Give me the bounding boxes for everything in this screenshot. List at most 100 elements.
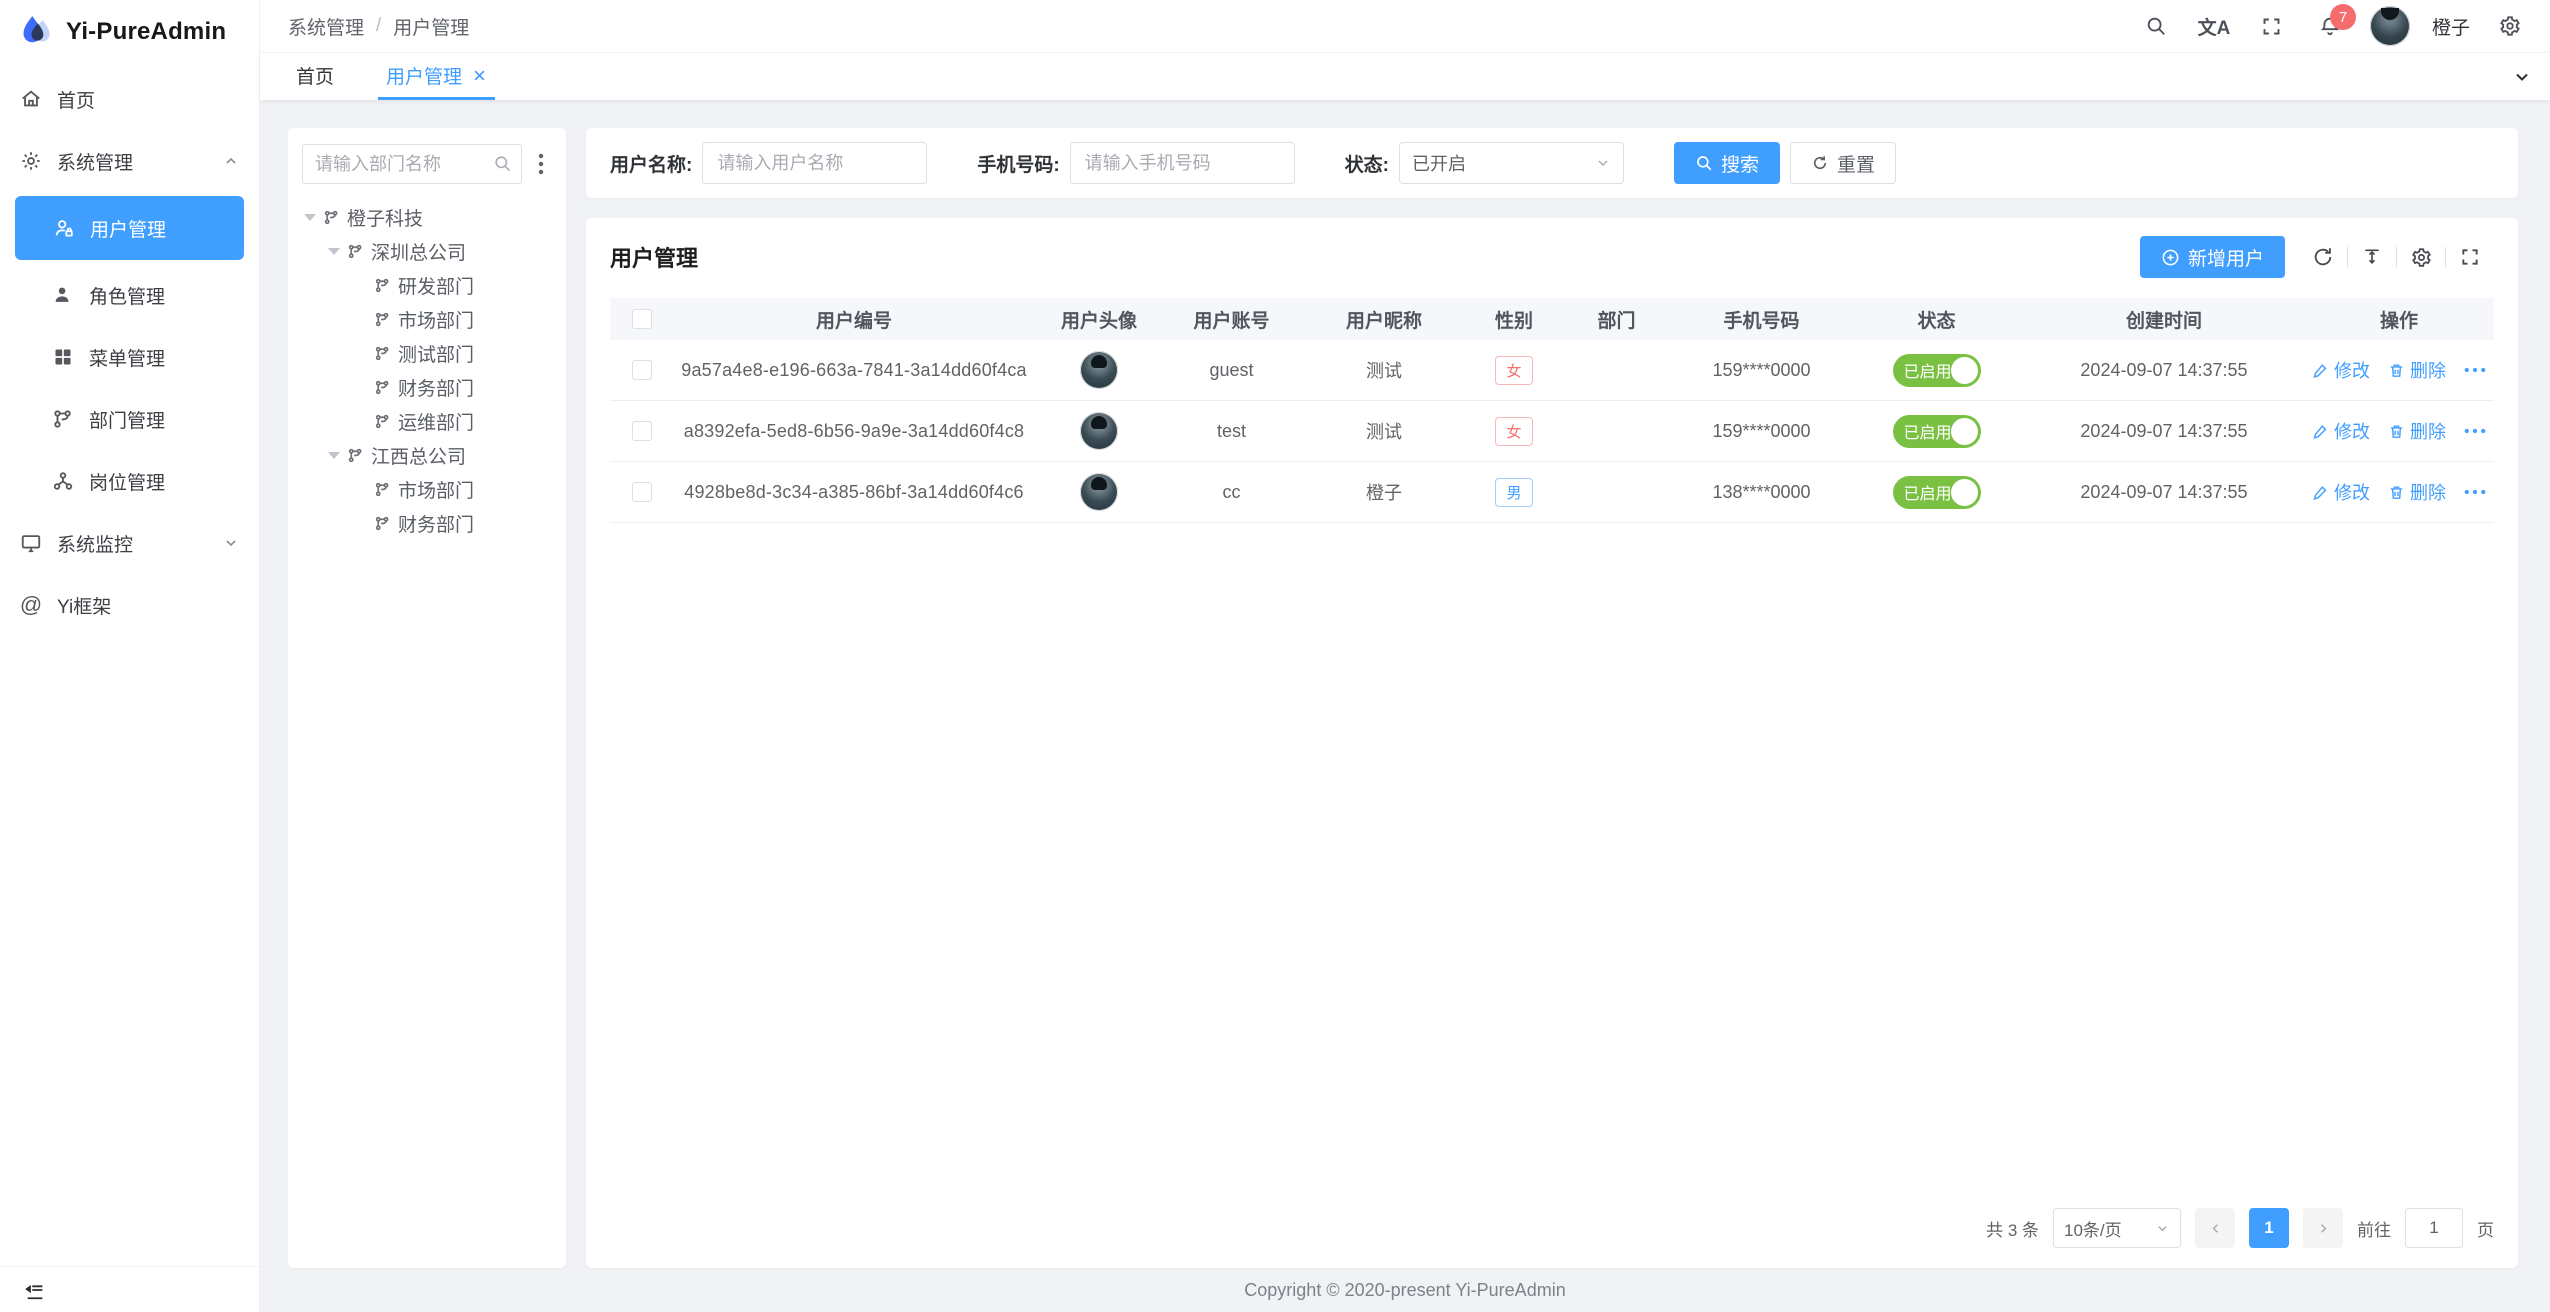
username-input[interactable] (702, 142, 928, 184)
avatar[interactable] (2369, 6, 2410, 46)
row-checkbox[interactable] (632, 482, 652, 502)
dept-tree-panel: 橙子科技 深圳总公司 研发部门 市场部门 (288, 128, 566, 1268)
sidebar-item-yi-framework[interactable]: @ Yi框架 (0, 574, 259, 636)
sidebar-item-system-monitor[interactable]: 系统监控 (0, 512, 259, 574)
status-toggle[interactable]: 已启用 (1892, 475, 1981, 509)
add-user-button[interactable]: 新增用户 (2139, 236, 2285, 278)
created-time: 2024-09-07 14:37:55 (2080, 359, 2248, 380)
page-size-select[interactable]: 10条/页 (2053, 1208, 2181, 1248)
department-icon (374, 481, 391, 498)
col-header: 创建时间 (2125, 310, 2202, 332)
refresh-icon (1811, 154, 1829, 172)
caret-down-icon[interactable] (304, 213, 316, 221)
status-select-value: 已开启 (1411, 154, 1466, 174)
settings-gear-icon[interactable] (2492, 8, 2528, 44)
bell-icon[interactable]: 7 (2312, 4, 2356, 44)
logo[interactable]: Yi-PureAdmin (0, 0, 259, 64)
delete-button[interactable]: 删除 (2388, 357, 2446, 383)
prev-page-button[interactable] (2195, 1208, 2235, 1248)
sidebar-nav: 首页 系统管理 用户管理 角色 (0, 64, 259, 1266)
topbar: 系统管理 / 用户管理 文A 7 橙子 (260, 0, 2550, 52)
dept-search-input[interactable] (302, 144, 522, 184)
edit-button[interactable]: 修改 (2312, 418, 2370, 444)
sidebar-item-post-mgmt[interactable]: 岗位管理 (0, 450, 259, 512)
sidebar-item-user-mgmt[interactable]: 用户管理 (15, 196, 244, 260)
reset-button[interactable]: 重置 (1790, 142, 1897, 184)
breadcrumb-item[interactable]: 系统管理 (288, 17, 365, 39)
tree-node[interactable]: 市场部门 (302, 472, 552, 506)
page-number-button[interactable]: 1 (2249, 1208, 2289, 1248)
tree-node[interactable]: 橙子科技 (302, 200, 552, 234)
toggle-knob (1950, 417, 1978, 445)
search-icon[interactable] (2138, 8, 2174, 44)
tree-node[interactable]: 运维部门 (302, 404, 552, 438)
translate-icon[interactable]: 文A (2197, 17, 2231, 39)
row-density-icon[interactable] (2361, 246, 2383, 268)
more-actions-icon[interactable] (2464, 489, 2486, 495)
tree-node[interactable]: 市场部门 (302, 302, 552, 336)
table-toolbar: 新增用户 (2139, 236, 2494, 278)
status-select[interactable]: 已开启 (1398, 142, 1624, 184)
tree-node[interactable]: 研发部门 (302, 268, 552, 302)
col-header: 用户账号 (1193, 310, 1270, 332)
sidebar-item-dept-mgmt[interactable]: 部门管理 (0, 388, 259, 450)
caret-down-icon[interactable] (328, 247, 340, 255)
edit-button[interactable]: 修改 (2312, 479, 2370, 505)
goto-page-input[interactable] (2405, 1208, 2463, 1248)
tree-node[interactable]: 测试部门 (302, 336, 552, 370)
filter-username-label: 用户名称: (610, 154, 693, 176)
more-actions-icon[interactable] (2464, 367, 2486, 373)
row-checkbox[interactable] (632, 421, 652, 441)
tree-node-label: 运维部门 (398, 412, 475, 434)
next-page-button[interactable] (2303, 1208, 2343, 1248)
user-avatar (1080, 351, 1118, 389)
row-checkbox[interactable] (632, 360, 652, 380)
tree-node[interactable]: 财务部门 (302, 370, 552, 404)
tree-node-label: 财务部门 (398, 378, 475, 400)
col-header: 用户头像 (1060, 310, 1137, 332)
column-settings-gear-icon[interactable] (2410, 246, 2432, 268)
user-account: test (1216, 420, 1246, 441)
tree-node-label: 测试部门 (398, 344, 475, 366)
user-avatar (1080, 473, 1118, 511)
topbar-actions: 文A 7 橙子 (2138, 4, 2528, 46)
sidebar-item-role-mgmt[interactable]: 角色管理 (0, 264, 259, 326)
edit-button[interactable]: 修改 (2312, 357, 2370, 383)
caret-down-icon[interactable] (328, 451, 340, 459)
delete-button[interactable]: 删除 (2388, 418, 2446, 444)
tree-node[interactable]: 江西总公司 (302, 438, 552, 472)
tree-node[interactable]: 深圳总公司 (302, 234, 552, 268)
collapse-sidebar-icon[interactable] (24, 1279, 46, 1301)
search-button[interactable]: 搜索 (1673, 142, 1780, 184)
tree-more-options-icon[interactable] (530, 152, 552, 176)
page-unit-label: 页 (2477, 1220, 2494, 1240)
close-tab-icon[interactable] (472, 68, 487, 83)
status-toggle[interactable]: 已启用 (1892, 353, 1981, 387)
col-header: 操作 (2379, 310, 2418, 332)
delete-button[interactable]: 删除 (2388, 479, 2446, 505)
chevron-down-icon (2155, 1221, 2170, 1236)
col-header: 用户编号 (815, 310, 892, 332)
sidebar-item-home[interactable]: 首页 (0, 68, 259, 130)
search-icon (1695, 154, 1713, 172)
tree-node[interactable]: 财务部门 (302, 506, 552, 540)
tab-user-mgmt[interactable]: 用户管理 (378, 53, 496, 100)
col-header: 用户昵称 (1345, 310, 1422, 332)
refresh-table-icon[interactable] (2312, 246, 2334, 268)
table-header-row: 用户编号 用户头像 用户账号 用户昵称 性别 部门 手机号码 状态 创建时间 操… (610, 298, 2494, 340)
sidebar-item-system-mgmt[interactable]: 系统管理 (0, 130, 259, 192)
status-toggle[interactable]: 已启用 (1892, 414, 1981, 448)
main-column: 系统管理 / 用户管理 文A 7 橙子 (260, 0, 2550, 1312)
sidebar-item-menu-mgmt[interactable]: 菜单管理 (0, 326, 259, 388)
phone-input[interactable] (1069, 142, 1295, 184)
fullscreen-icon[interactable] (2254, 8, 2290, 44)
department-icon (374, 515, 391, 532)
select-all-checkbox[interactable] (632, 309, 652, 329)
tab-options-chevron-icon[interactable] (2512, 53, 2532, 100)
footer: Copyright © 2020-present Yi-PureAdmin (260, 1268, 2550, 1312)
created-time: 2024-09-07 14:37:55 (2080, 481, 2248, 502)
more-actions-icon[interactable] (2464, 428, 2486, 434)
table-fullscreen-icon[interactable] (2459, 246, 2481, 268)
monitor-icon (20, 532, 42, 554)
tab-home[interactable]: 首页 (288, 53, 342, 100)
